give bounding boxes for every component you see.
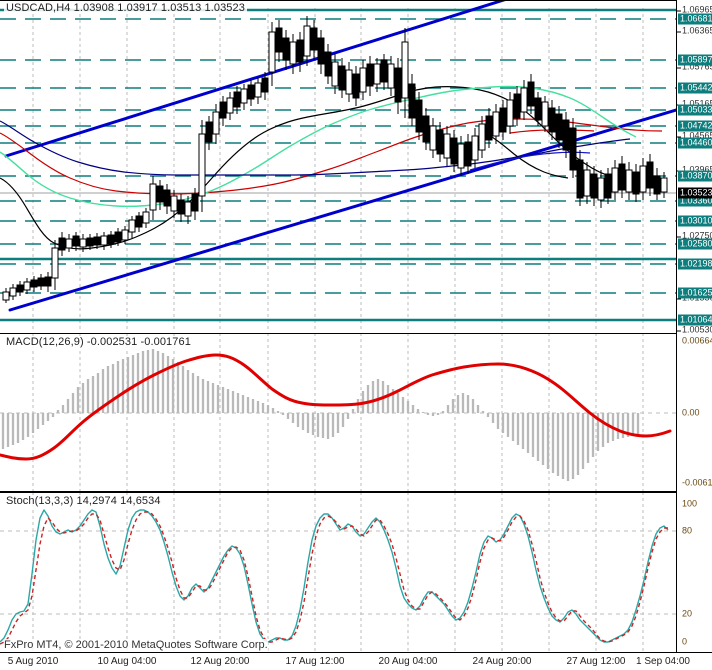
- stoch-panel-header: Stoch(13,3,3) 14,2974 14,6534: [4, 495, 163, 507]
- stoch-chart-svg: [0, 492, 676, 652]
- price-label-level: 1.04460: [678, 137, 712, 149]
- stoch-level-lines: [0, 530, 676, 615]
- stoch-axis-tick: 20: [682, 608, 693, 619]
- price-label-level: 1.06681: [678, 13, 712, 25]
- stoch-signal-line: [0, 511, 668, 645]
- vertical-gridlines: [32, 8, 644, 332]
- macd-vertical-gridlines: [32, 333, 644, 491]
- copyright-notice: FxPro MT4, © 2001-2010 MetaQuotes Softwa…: [4, 639, 268, 651]
- time-axis-label: 27 Aug 12:00: [566, 656, 626, 667]
- price-label-level: 1.04742: [678, 120, 712, 132]
- price-panel-header: USDCAD,H4 1.03908 1.03917 1.03513 1.0352…: [4, 2, 247, 14]
- macd-panel-bottom-border: [0, 491, 676, 492]
- time-axis-label: 5 Aug 2010: [7, 656, 59, 667]
- price-label-level: 1.03360: [678, 195, 712, 207]
- price-axis-tick: 1.06965: [677, 5, 712, 15]
- time-axis-label: 1 Sep 04:00: [636, 656, 690, 667]
- price-chart-panel[interactable]: 1.06965 1.06681 1.06365 1.05897 1.05765 1.054…: [0, 0, 712, 333]
- macd-axis-tick: -0.00615: [682, 477, 712, 488]
- price-label-level: 1.05442: [678, 82, 712, 94]
- time-axis-label: 10 Aug 04:00: [97, 656, 157, 667]
- time-axis-label: 12 Aug 20:00: [190, 656, 250, 667]
- price-label-level: 1.02198: [678, 258, 712, 270]
- price-label-level: 1.05033: [678, 104, 712, 116]
- price-label-level: 1.05897: [678, 54, 712, 66]
- price-label-level: 1.03010: [678, 215, 712, 227]
- stoch-axis-tick: 80: [682, 525, 693, 536]
- stochastic-panel[interactable]: 100 80 20 0 Stoch(13,3,3) 14,2974 14,6534 F…: [0, 492, 712, 652]
- candlestick-series: [2, 16, 668, 303]
- price-label-level: 1.01064: [678, 314, 712, 326]
- ma-black-short-line: [479, 129, 569, 179]
- price-axis-tick: 1.02750: [677, 231, 712, 241]
- macd-panel-header: MACD(12,26,9) -0.002531 -0.001761: [4, 336, 193, 348]
- price-axis-tick: 1.06365: [677, 26, 712, 36]
- macd-signal-line: [0, 353, 672, 461]
- time-axis-label: 17 Aug 12:00: [285, 656, 345, 667]
- price-axis-tick: 1.00530: [677, 325, 712, 333]
- price-axis-tick: 1.04565: [677, 131, 712, 141]
- price-axis-tick: 1.05765: [677, 62, 712, 72]
- price-label-level: 1.03870: [678, 170, 712, 182]
- time-axis-label: 24 Aug 20:00: [472, 656, 532, 667]
- stoch-axis-tick: 0: [682, 636, 688, 647]
- stochastic-axis[interactable]: 100 80 20 0: [676, 492, 712, 652]
- time-axis-label: 20 Aug 04:00: [378, 656, 438, 667]
- macd-axis-tick: 0.00: [682, 407, 700, 418]
- macd-histogram: [1, 349, 640, 481]
- stoch-axis-tick: 100: [682, 498, 698, 509]
- macd-axis-tick: 0.00664: [682, 335, 712, 346]
- price-label-level: 1.01625: [678, 287, 712, 299]
- stoch-plot-area[interactable]: [0, 492, 676, 652]
- macd-chart-svg: [0, 333, 676, 491]
- macd-panel-top-border: [0, 333, 676, 334]
- ma-green-line: [0, 85, 637, 208]
- stoch-main-line: [0, 509, 669, 643]
- time-axis[interactable]: 5 Aug 2010 10 Aug 04:00 12 Aug 20:00 17 Aug…: [0, 652, 712, 670]
- price-chart-svg: [0, 0, 676, 332]
- price-axis[interactable]: 1.06965 1.06681 1.06365 1.05897 1.05765 1.054…: [676, 0, 712, 333]
- stoch-vertical-gridlines: [32, 492, 644, 652]
- stoch-panel-top-border: [0, 492, 676, 493]
- price-label-level: 1.02580: [678, 238, 712, 250]
- macd-panel[interactable]: 0.00664 0.00 -0.00615 MACD(12,26,9) -0.002…: [0, 333, 712, 492]
- macd-plot-area[interactable]: [0, 333, 676, 492]
- price-plot-area[interactable]: [0, 0, 676, 333]
- price-panel-top-border: [0, 0, 676, 1]
- macd-axis[interactable]: 0.00664 0.00 -0.00615: [676, 333, 712, 492]
- price-label-current: 1.03523: [678, 187, 712, 199]
